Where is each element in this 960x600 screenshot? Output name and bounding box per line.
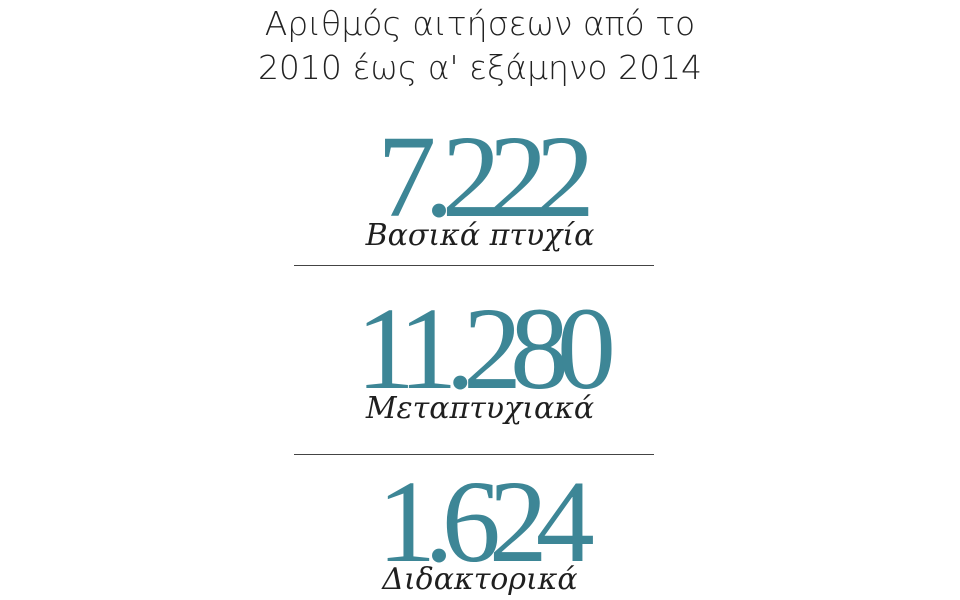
stat-value-phd: 1.624	[377, 456, 595, 587]
stat-label-phd: Διδακτορικά	[382, 562, 578, 597]
divider	[294, 454, 654, 455]
stat-value-bachelor: 7.222	[377, 111, 595, 242]
title-line-2: 2010 έως α' εξάμηνο 2014	[257, 48, 703, 87]
stat-label-masters: Μεταπτυχιακά	[365, 391, 595, 426]
infographic-title: Αριθμός αιτήσεων από το 2010 έως α' εξάμ…	[0, 2, 960, 90]
stat-value-masters: 11.280	[355, 283, 616, 414]
divider	[294, 265, 654, 266]
title-line-1: Αριθμός αιτήσεων από το	[264, 4, 696, 43]
stat-label-bachelor: Βασικά πτυχία	[365, 218, 595, 253]
